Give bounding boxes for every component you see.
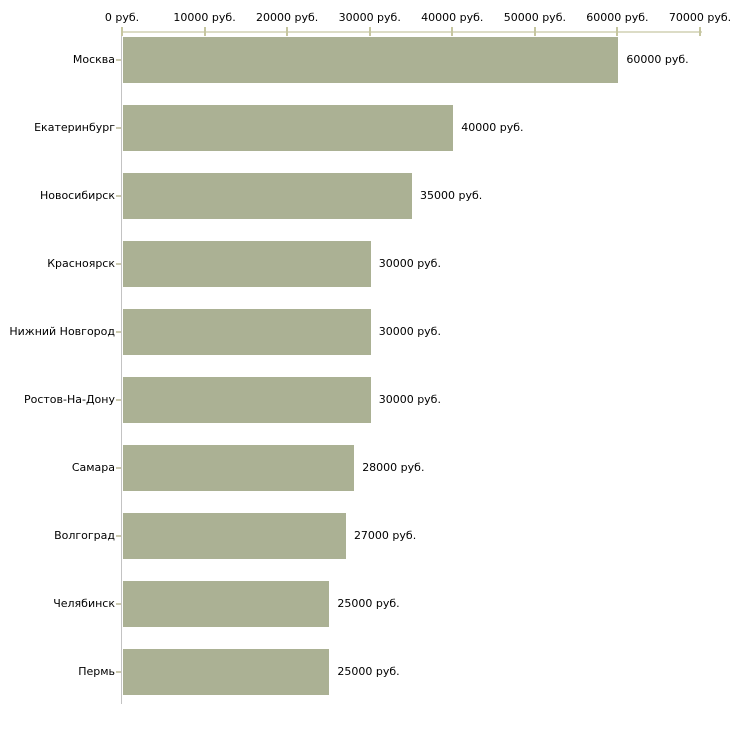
- x-axis-tick: [286, 27, 289, 36]
- category-label: Пермь: [78, 665, 115, 678]
- value-label: 25000 руб.: [337, 597, 400, 610]
- bar: [123, 105, 454, 151]
- category-label: Екатеринбург: [34, 121, 115, 134]
- x-axis-tick-label: 0 руб.: [104, 11, 140, 24]
- x-axis-tick: [616, 27, 619, 36]
- x-axis-tick: [699, 27, 701, 36]
- category-label: Красноярск: [47, 257, 115, 270]
- x-axis-tick: [533, 27, 536, 36]
- category-label: Волгоград: [54, 529, 115, 542]
- bar: [123, 309, 371, 355]
- x-axis-tick-label: 70000 руб.: [668, 11, 730, 24]
- category-label: Самара: [71, 461, 115, 474]
- bar: [123, 377, 371, 423]
- x-axis-line: [122, 31, 702, 33]
- y-axis-tick: [116, 671, 121, 673]
- y-axis-tick: [116, 127, 121, 129]
- bar: [123, 173, 412, 219]
- x-axis-tick-label: 60000 руб.: [586, 11, 649, 24]
- category-label: Москва: [72, 53, 115, 66]
- value-label: 60000 руб.: [626, 53, 689, 66]
- bar: [123, 241, 371, 287]
- y-axis-tick: [116, 399, 121, 401]
- category-label: Нижний Новгород: [9, 325, 115, 338]
- x-axis-tick-label: 40000 руб.: [421, 11, 484, 24]
- value-label: 27000 руб.: [353, 529, 417, 542]
- x-axis-tick: [121, 27, 123, 36]
- y-axis-tick: [116, 331, 121, 333]
- bar: [123, 513, 346, 559]
- x-axis-tick: [203, 27, 206, 36]
- value-label: 40000 руб.: [461, 121, 524, 134]
- x-axis-tick-label: 50000 руб.: [503, 11, 566, 24]
- x-axis-tick-label: 10000 руб.: [173, 11, 236, 24]
- category-label: Ростов-На-Дону: [23, 393, 115, 406]
- bar: [123, 581, 330, 627]
- y-axis-tick: [116, 535, 121, 537]
- x-axis-tick-label: 30000 руб.: [338, 11, 401, 24]
- value-label: 30000 руб.: [378, 393, 441, 406]
- bar: [123, 445, 355, 491]
- y-axis-tick: [116, 467, 121, 469]
- y-axis-tick: [116, 603, 121, 605]
- bar: [123, 649, 330, 695]
- y-axis-tick: [116, 59, 121, 61]
- value-label: 30000 руб.: [378, 257, 441, 270]
- value-label: 28000 руб.: [362, 461, 425, 474]
- x-axis-tick-label: 20000 руб.: [256, 11, 319, 24]
- y-axis-line: [121, 31, 122, 704]
- x-axis-tick: [451, 27, 454, 36]
- y-axis-tick: [116, 195, 121, 197]
- value-label: 25000 руб.: [337, 665, 400, 678]
- bar: [123, 37, 619, 83]
- category-label: Челябинск: [53, 597, 115, 610]
- value-label: 30000 руб.: [378, 325, 441, 338]
- category-label: Новосибирск: [39, 189, 115, 202]
- x-axis-tick: [368, 27, 371, 36]
- y-axis-tick: [116, 263, 121, 265]
- value-label: 35000 руб.: [420, 189, 483, 202]
